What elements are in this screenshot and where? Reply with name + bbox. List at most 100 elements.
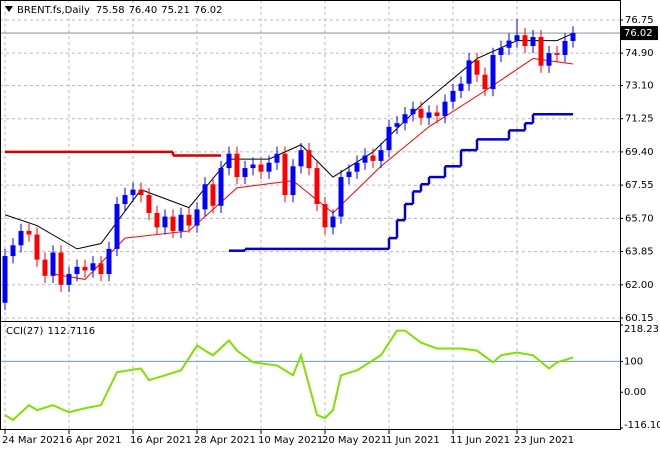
- candle-body: [538, 37, 544, 66]
- candle-body: [546, 53, 552, 66]
- candle-body: [66, 274, 72, 285]
- candle-body: [2, 256, 8, 303]
- x-tick-label: 24 Mar 2021: [2, 435, 65, 446]
- menu-triangle: [5, 6, 13, 12]
- candle-body: [106, 248, 112, 275]
- candle-body: [402, 114, 408, 124]
- cci-header: CCI(27) 112.7116: [6, 326, 95, 337]
- current-price: 76.02: [624, 28, 653, 39]
- candle-body: [202, 184, 208, 210]
- candle-body: [26, 230, 32, 235]
- cci-label: CCI(27): [6, 326, 44, 337]
- candle-body: [50, 252, 56, 276]
- candle-body: [74, 266, 80, 275]
- x-tick-label: 20 May 2021: [322, 435, 387, 446]
- candle-body: [18, 230, 24, 246]
- candle-body: [418, 108, 424, 118]
- candle-body: [154, 212, 160, 228]
- axes: 60.15 62.00 63.85 65.70 67.55 69.40 71.25 73.10…: [2, 15, 660, 446]
- candle-body: [178, 214, 184, 231]
- candle-body: [138, 189, 144, 196]
- cci-value: 112.7116: [47, 326, 95, 337]
- candle-body: [274, 153, 280, 163]
- candle-body: [218, 168, 224, 206]
- candle-body: [266, 162, 272, 172]
- candle-body: [234, 153, 240, 178]
- candle-body: [250, 164, 256, 169]
- frame: [0, 0, 621, 430]
- candle-body: [386, 126, 392, 151]
- current-price-box: [621, 26, 658, 41]
- cci-tick-label: 0.00: [624, 387, 646, 398]
- candle-body: [362, 155, 368, 163]
- y-tick-label: 60.15: [625, 313, 654, 324]
- candle-body: [282, 153, 288, 196]
- candle-body: [474, 60, 480, 75]
- candle-body: [554, 53, 560, 55]
- grid: [0, 0, 620, 430]
- candle-body: [370, 155, 376, 161]
- symbol: BRENT.fs,Daily: [17, 5, 90, 16]
- candle-body: [570, 33, 576, 41]
- candle-body: [210, 184, 216, 206]
- candle-body: [490, 54, 496, 90]
- candle-body: [146, 195, 152, 213]
- candle-body: [162, 216, 168, 228]
- candle-body: [130, 189, 136, 196]
- candle-body: [306, 150, 312, 169]
- cci-tick-label: 100: [624, 356, 643, 367]
- candle-body: [58, 252, 64, 285]
- candle-body: [354, 162, 360, 172]
- candle-body: [90, 263, 96, 271]
- candle-body: [562, 40, 568, 55]
- candle-body: [426, 112, 432, 118]
- candle-body: [226, 153, 232, 169]
- candle-body: [442, 101, 448, 117]
- y-tick-label: 76.75: [625, 15, 654, 26]
- y-tick-label: 74.90: [625, 48, 654, 59]
- plot: [2, 19, 576, 422]
- candle-body: [114, 204, 120, 249]
- candle-body: [410, 108, 416, 115]
- x-tick-label: 11 Jun 2021: [450, 435, 510, 446]
- candle-body: [298, 150, 304, 167]
- x-tick-label: 1 Jun 2021: [386, 435, 440, 446]
- y-tick-label: 63.85: [625, 247, 654, 258]
- candle-body: [122, 195, 128, 205]
- candle-body: [258, 164, 264, 172]
- x-tick-label: 16 Apr 2021: [130, 435, 192, 446]
- candle-body: [378, 150, 384, 161]
- candle-body: [242, 168, 248, 178]
- candle-body: [314, 168, 320, 205]
- ohlc-value: 75.58: [96, 5, 125, 16]
- candle-body: [346, 171, 352, 178]
- candle-body: [530, 37, 536, 46]
- y-tick-label: 65.70: [625, 213, 654, 224]
- candle-body: [450, 90, 456, 102]
- candle-body: [338, 177, 344, 217]
- candle-body: [482, 74, 488, 90]
- candle-body: [290, 166, 296, 196]
- y-tick-label: 71.25: [625, 114, 654, 125]
- candle-body: [98, 263, 104, 275]
- candle-body: [186, 214, 192, 226]
- cci-line: [4, 329, 574, 422]
- x-tick-label: 6 Apr 2021: [66, 435, 121, 446]
- candle-body: [34, 234, 40, 260]
- ohlc-value: 76.02: [194, 5, 223, 16]
- candle-body: [194, 209, 200, 226]
- candle-body: [498, 47, 504, 55]
- y-tick-label: 69.40: [625, 147, 654, 158]
- candle-body: [458, 83, 464, 91]
- x-tick-label: 10 May 2021: [258, 435, 323, 446]
- candle-body: [170, 216, 176, 231]
- candle-body: [434, 112, 440, 117]
- header: BRENT.fs,Daily 75.58 76.40 75.21 76.02: [17, 5, 222, 16]
- y-tick-label: 67.55: [625, 180, 654, 191]
- candle-body: [394, 123, 400, 127]
- cci-tick-label: 218.23: [624, 324, 659, 335]
- candle-body: [82, 266, 88, 271]
- candle-body: [506, 40, 512, 48]
